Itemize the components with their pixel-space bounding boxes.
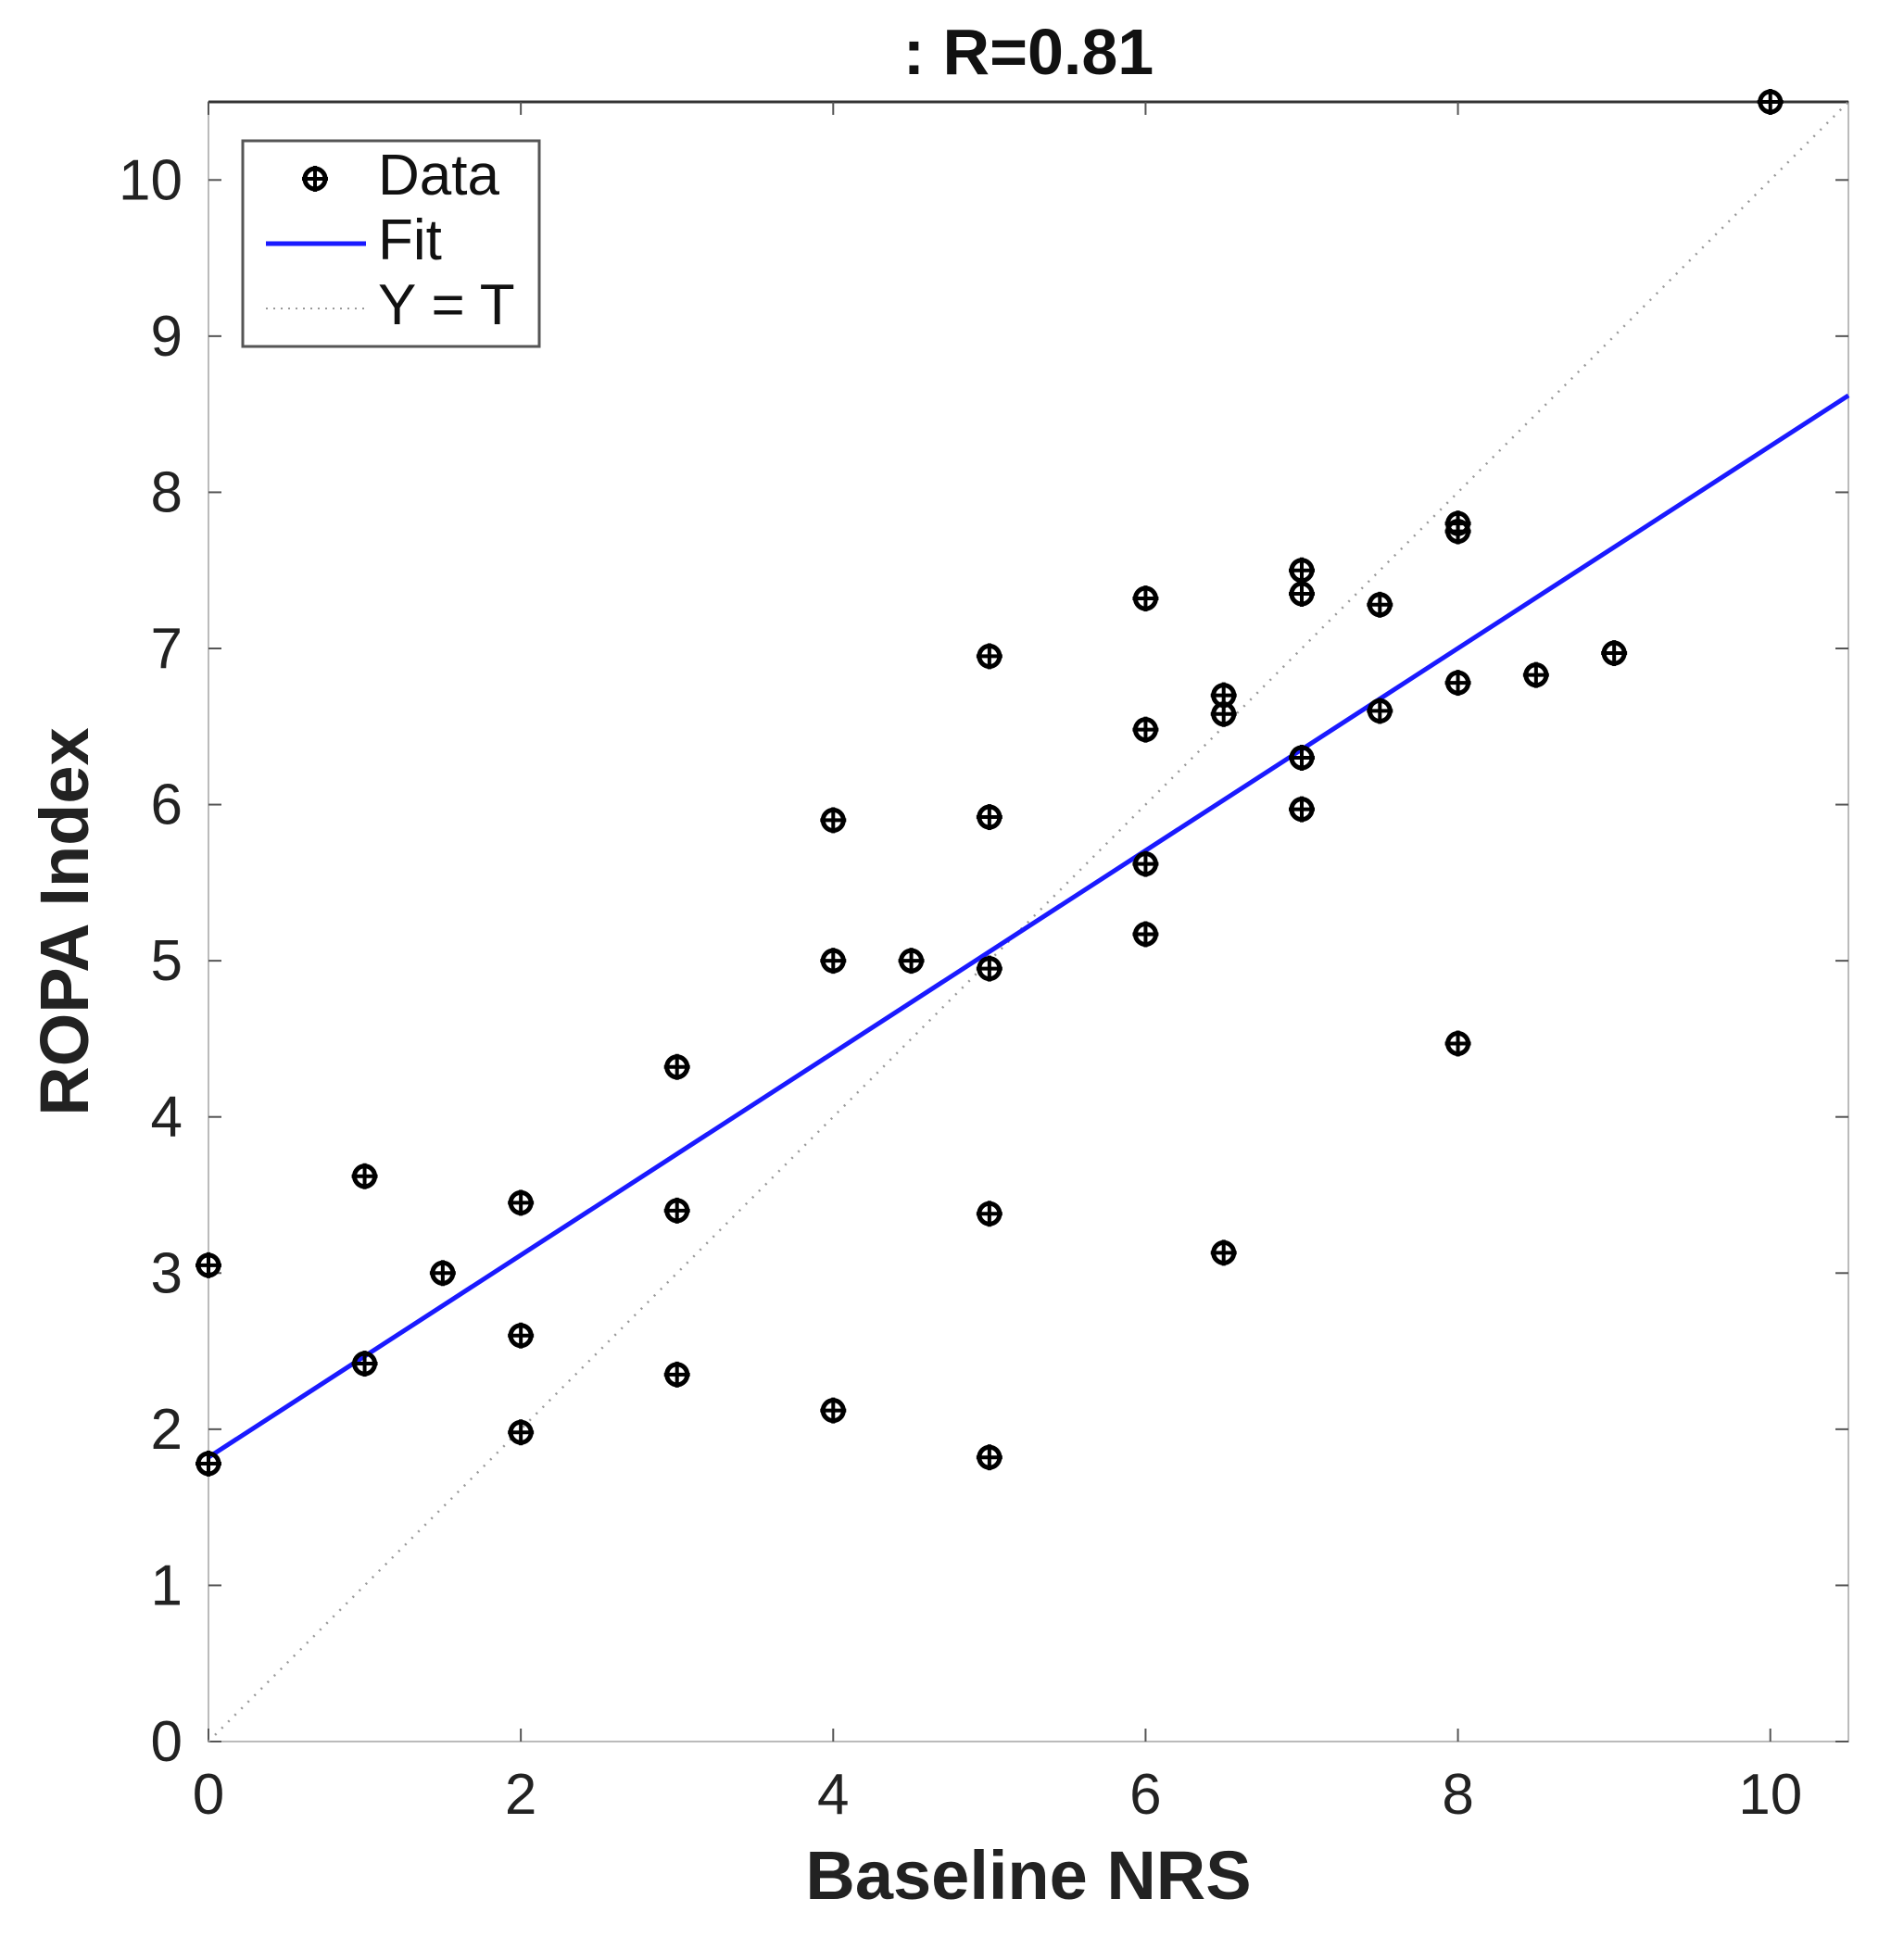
- y-tick-label: 8: [151, 460, 183, 524]
- data-point: [898, 948, 925, 975]
- data-point: [508, 1189, 535, 1216]
- data-point: [429, 1260, 456, 1287]
- x-tick-label: 0: [193, 1763, 224, 1827]
- y-tick-label: 10: [119, 148, 183, 212]
- data-point: [351, 1351, 378, 1377]
- legend-marker-glyph: [302, 166, 328, 192]
- data-point: [820, 1397, 847, 1424]
- legend: Data Fit Y = T: [241, 139, 541, 348]
- data-point: [976, 955, 1002, 982]
- data-point: [1289, 581, 1315, 607]
- axis-ticks: 0 2 4 6 8 10 0 1 2 3 4 5 6 7 8 9 10: [119, 102, 1848, 1827]
- data-point: [1132, 585, 1159, 612]
- y-tick-label: 9: [151, 305, 183, 369]
- data-point: [1757, 89, 1784, 115]
- data-point: [820, 807, 847, 834]
- legend-entry-ref: Y = T: [378, 273, 515, 337]
- y-tick-label: 5: [151, 929, 183, 993]
- y-equals-t-segment: [208, 101, 1849, 1742]
- data-point: [663, 1361, 690, 1388]
- x-tick-label: 6: [1129, 1763, 1161, 1827]
- x-tick-label: 2: [505, 1763, 536, 1827]
- data-point: [1132, 921, 1159, 948]
- data-point: [1210, 1239, 1237, 1266]
- fit-line: [207, 393, 1850, 1460]
- data-point: [1601, 640, 1628, 667]
- data-point: [1367, 591, 1393, 618]
- data-point: [1444, 1030, 1471, 1057]
- data-point: [508, 1322, 535, 1349]
- data-point: [1289, 557, 1315, 584]
- data-point: [1289, 796, 1315, 823]
- data-points: [195, 89, 1784, 1477]
- legend-entry-fit: Fit: [378, 208, 442, 272]
- x-tick-label: 8: [1442, 1763, 1473, 1827]
- data-point: [976, 804, 1002, 831]
- fit-segment: [207, 393, 1850, 1460]
- data-point: [1444, 518, 1471, 545]
- data-point: [820, 948, 847, 975]
- chart-title: : R=0.81: [903, 16, 1154, 88]
- data-point: [976, 643, 1002, 670]
- data-point: [663, 1197, 690, 1224]
- data-point: [1522, 661, 1549, 688]
- data-point: [976, 1444, 1002, 1471]
- data-point: [351, 1163, 378, 1189]
- data-point: [1289, 745, 1315, 771]
- y-equals-t-line: [208, 101, 1849, 1742]
- data-point: [1444, 670, 1471, 697]
- y-tick-label: 7: [151, 617, 183, 681]
- data-point: [1210, 700, 1237, 727]
- y-tick-label: 0: [151, 1710, 183, 1774]
- data-point: [1367, 698, 1393, 724]
- data-point: [1132, 716, 1159, 743]
- y-tick-label: 4: [151, 1086, 183, 1150]
- plot-area: [208, 100, 1849, 1742]
- y-tick-label: 2: [151, 1398, 183, 1462]
- data-point: [663, 1053, 690, 1080]
- x-axis-label: Baseline NRS: [805, 1837, 1251, 1914]
- data-point: [508, 1419, 535, 1446]
- data-point: [1132, 850, 1159, 877]
- x-tick-label: 10: [1738, 1763, 1802, 1827]
- data-point: [976, 1201, 1002, 1227]
- x-tick-label: 4: [817, 1763, 849, 1827]
- y-tick-label: 3: [151, 1241, 183, 1305]
- y-tick-label: 6: [151, 774, 183, 837]
- y-axis-label: ROPA Index: [26, 727, 103, 1115]
- data-point: [195, 1450, 221, 1477]
- legend-data-marker: [302, 166, 328, 192]
- legend-entry-data: Data: [378, 144, 499, 208]
- y-tick-label: 1: [151, 1553, 183, 1617]
- data-point: [195, 1252, 221, 1278]
